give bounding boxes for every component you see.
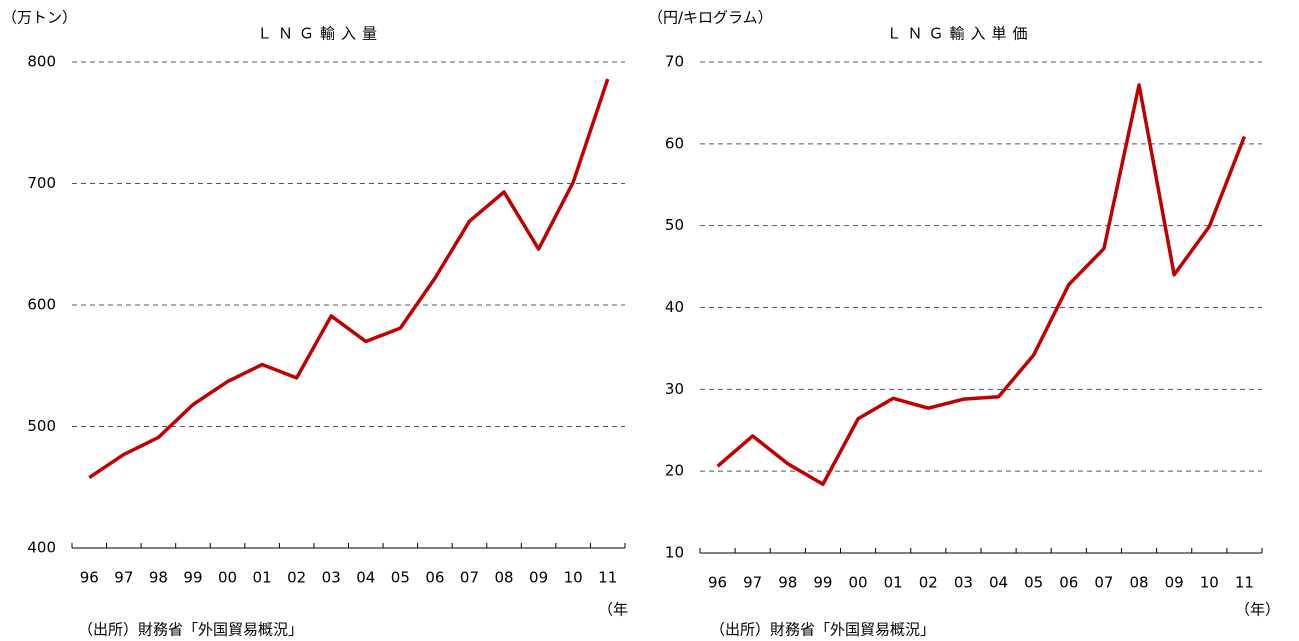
y-tick-label: 400 xyxy=(27,539,56,557)
x-tick-label: 11 xyxy=(598,569,617,587)
x-tick-label: 03 xyxy=(322,569,341,587)
x-tick-label: 99 xyxy=(813,574,832,592)
y-tick-label: 10 xyxy=(665,544,684,562)
x-tick-label: 08 xyxy=(494,569,513,587)
x-tick-label: 98 xyxy=(778,574,797,592)
x-tick-label: 05 xyxy=(391,569,410,587)
x-tick-label: 99 xyxy=(183,569,202,587)
y-tick-label: 700 xyxy=(27,174,56,192)
x-tick-label: 07 xyxy=(460,569,479,587)
x-tick-label: 06 xyxy=(425,569,444,587)
x-tick-label: 07 xyxy=(1094,574,1113,592)
x-axis-label: （年 xyxy=(598,601,628,619)
y-tick-label: 500 xyxy=(27,417,56,435)
y-axis-label: （円/キログラム） xyxy=(648,9,773,27)
x-tick-label: 97 xyxy=(114,569,133,587)
source-note: （出所）財務省「外国貿易概況」 xyxy=(710,621,935,639)
y-tick-label: 50 xyxy=(665,216,684,234)
y-tick-label: 30 xyxy=(665,380,684,398)
x-tick-label: 09 xyxy=(529,569,548,587)
source-note: （出所）財務省「外国貿易概況」 xyxy=(78,621,303,639)
x-tick-label: 01 xyxy=(253,569,272,587)
x-tick-label: 10 xyxy=(564,569,583,587)
chart-title: ＬＮＧ輸入単価 xyxy=(886,25,1033,43)
x-tick-label: 98 xyxy=(149,569,168,587)
x-tick-label: 05 xyxy=(1024,574,1043,592)
x-tick-label: 04 xyxy=(356,569,375,587)
y-axis-label: （万トン） xyxy=(2,9,77,27)
x-tick-label: 06 xyxy=(1059,574,1078,592)
x-tick-label: 00 xyxy=(849,574,868,592)
x-tick-label: 02 xyxy=(287,569,306,587)
y-tick-label: 600 xyxy=(27,296,56,314)
x-tick-label: 04 xyxy=(989,574,1008,592)
x-tick-label: 00 xyxy=(218,569,237,587)
x-tick-label: 03 xyxy=(954,574,973,592)
y-tick-label: 20 xyxy=(665,462,684,480)
x-tick-label: 09 xyxy=(1165,574,1184,592)
x-tick-label: 08 xyxy=(1130,574,1149,592)
y-tick-label: 40 xyxy=(665,298,684,316)
data-line xyxy=(716,83,1247,487)
x-axis-label: （年） xyxy=(1235,601,1280,619)
y-tick-label: 60 xyxy=(665,134,684,152)
x-tick-label: 97 xyxy=(743,574,762,592)
x-tick-label: 10 xyxy=(1200,574,1219,592)
x-tick-label: 96 xyxy=(80,569,99,587)
x-tick-label: 96 xyxy=(708,574,727,592)
x-tick-label: 01 xyxy=(884,574,903,592)
chart-title: ＬＮＧ輸入量 xyxy=(257,25,383,43)
x-tick-label: 11 xyxy=(1235,574,1254,592)
data-line xyxy=(88,78,610,479)
x-tick-label: 02 xyxy=(919,574,938,592)
y-tick-label: 70 xyxy=(665,53,684,71)
y-tick-label: 800 xyxy=(27,53,56,71)
